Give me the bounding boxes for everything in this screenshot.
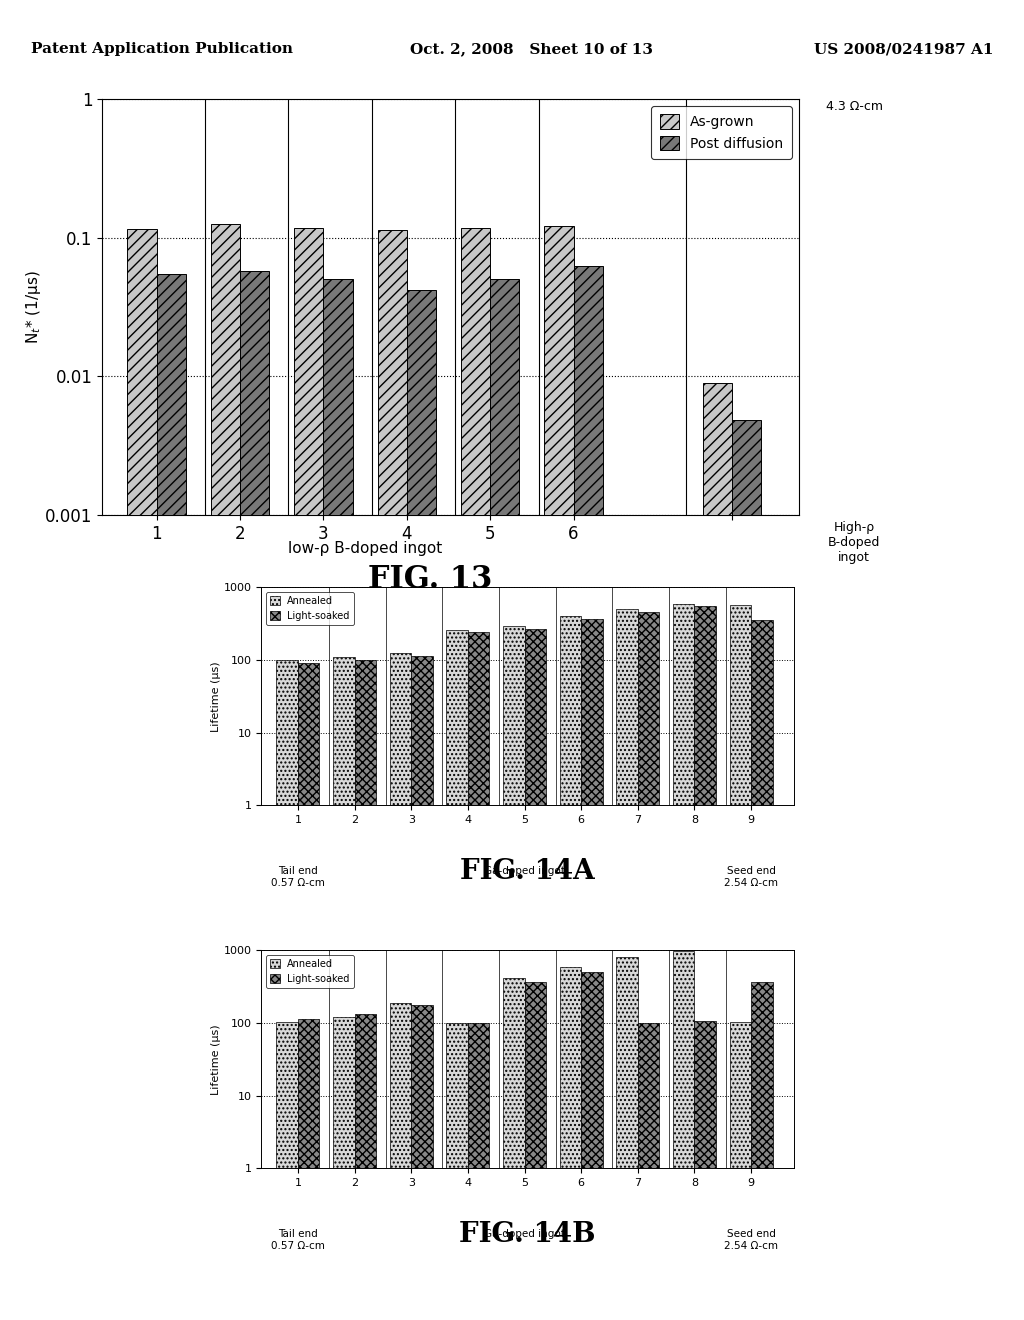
Bar: [276, 1022, 298, 1320]
Bar: [694, 606, 716, 1320]
Bar: [354, 1014, 376, 1320]
Text: FIG. 14B: FIG. 14B: [459, 1221, 596, 1247]
Bar: [560, 966, 582, 1320]
Y-axis label: Lifetime (μs): Lifetime (μs): [211, 661, 220, 731]
Bar: [503, 978, 524, 1320]
Bar: [468, 1023, 489, 1320]
Text: Tail end
0.57 Ω-cm: Tail end 0.57 Ω-cm: [271, 1229, 325, 1251]
Bar: [694, 1022, 716, 1320]
Bar: [638, 612, 659, 1320]
Bar: [468, 632, 489, 1320]
Bar: [390, 653, 412, 1320]
Bar: [524, 982, 546, 1320]
Bar: [616, 610, 638, 1320]
Bar: [333, 1018, 354, 1320]
Bar: [490, 280, 519, 1320]
Bar: [412, 656, 433, 1320]
Bar: [298, 664, 319, 1320]
Bar: [752, 982, 773, 1320]
Bar: [407, 290, 436, 1320]
Bar: [412, 1006, 433, 1320]
Bar: [446, 1023, 468, 1320]
Bar: [211, 224, 240, 1320]
Bar: [729, 1023, 752, 1320]
Bar: [294, 227, 324, 1320]
Bar: [298, 1019, 319, 1320]
Bar: [573, 267, 603, 1320]
Bar: [276, 660, 298, 1320]
Bar: [390, 1003, 412, 1320]
Text: Ga-doped ingot: Ga-doped ingot: [484, 1229, 565, 1239]
Bar: [354, 660, 376, 1320]
Text: US 2008/0241987 A1: US 2008/0241987 A1: [814, 42, 993, 57]
Bar: [461, 227, 490, 1320]
Legend: Annealed, Light-soaked: Annealed, Light-soaked: [266, 593, 353, 624]
Text: 4.3 Ω-cm: 4.3 Ω-cm: [825, 100, 883, 114]
Bar: [324, 280, 352, 1320]
Bar: [752, 619, 773, 1320]
Text: Ga-doped ingot: Ga-doped ingot: [484, 866, 565, 876]
Bar: [503, 627, 524, 1320]
Bar: [582, 619, 603, 1320]
Bar: [729, 605, 752, 1320]
Text: Tail end
0.57 Ω-cm: Tail end 0.57 Ω-cm: [271, 866, 325, 888]
Bar: [127, 230, 157, 1320]
Bar: [240, 272, 269, 1320]
Text: low-ρ B-doped ingot: low-ρ B-doped ingot: [288, 541, 442, 556]
Bar: [582, 972, 603, 1320]
Text: Seed end
2.54 Ω-cm: Seed end 2.54 Ω-cm: [724, 866, 778, 888]
Bar: [545, 226, 573, 1320]
Y-axis label: Lifetime (μs): Lifetime (μs): [211, 1024, 220, 1094]
Bar: [446, 631, 468, 1320]
Text: Patent Application Publication: Patent Application Publication: [31, 42, 293, 57]
Bar: [560, 616, 582, 1320]
Text: FIG. 14A: FIG. 14A: [460, 858, 595, 884]
Text: FIG. 13: FIG. 13: [368, 564, 493, 594]
Bar: [524, 628, 546, 1320]
Y-axis label: N$_t$* (1/μs): N$_t$* (1/μs): [24, 271, 43, 343]
Bar: [616, 957, 638, 1320]
Bar: [732, 420, 761, 1320]
Legend: As-grown, Post diffusion: As-grown, Post diffusion: [651, 106, 792, 160]
Bar: [673, 950, 694, 1320]
Bar: [333, 657, 354, 1320]
Text: Seed end
2.54 Ω-cm: Seed end 2.54 Ω-cm: [724, 1229, 778, 1251]
Text: High-ρ
B-doped
ingot: High-ρ B-doped ingot: [827, 521, 881, 565]
Legend: Annealed, Light-soaked: Annealed, Light-soaked: [266, 956, 353, 987]
Bar: [702, 383, 732, 1320]
Text: Oct. 2, 2008   Sheet 10 of 13: Oct. 2, 2008 Sheet 10 of 13: [410, 42, 652, 57]
Bar: [673, 603, 694, 1320]
Bar: [638, 1023, 659, 1320]
Bar: [378, 230, 407, 1320]
Bar: [157, 273, 185, 1320]
